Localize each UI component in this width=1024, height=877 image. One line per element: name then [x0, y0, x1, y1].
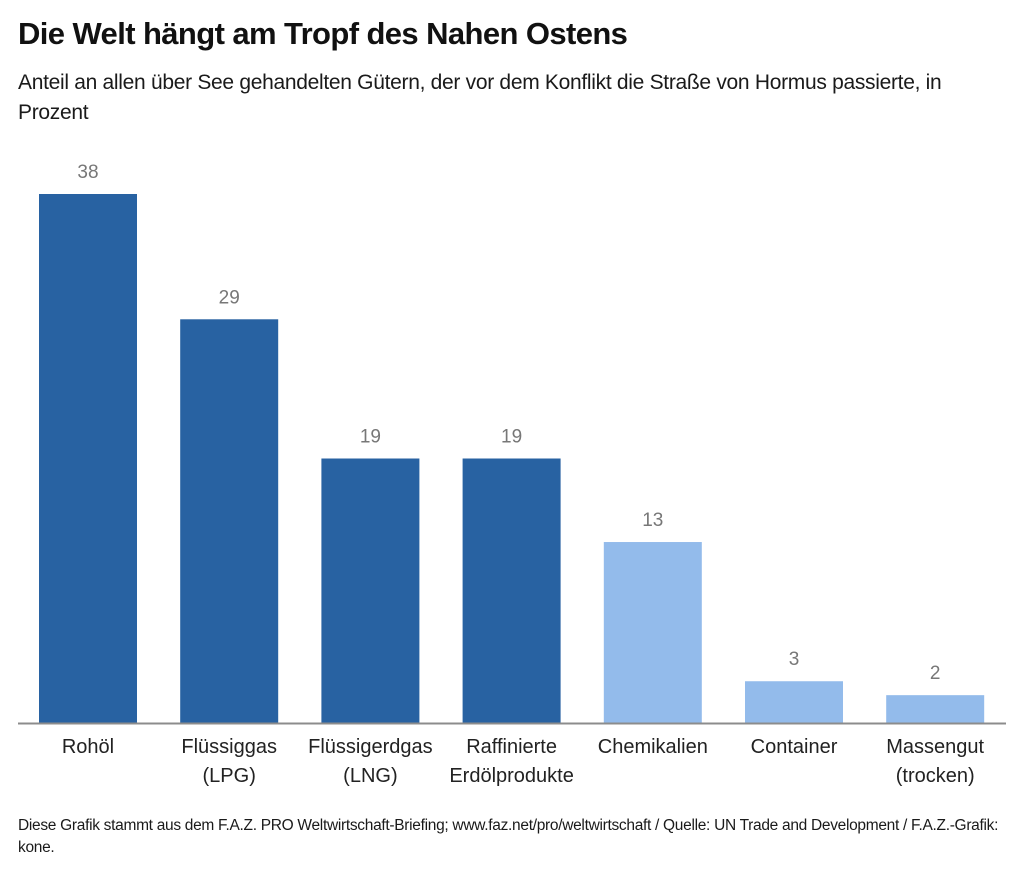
- category-label: Flüssiggas: [181, 736, 277, 758]
- value-label: 38: [77, 162, 98, 183]
- source-note: Diese Grafik stammt aus dem F.A.Z. PRO W…: [18, 817, 999, 856]
- value-label: 2: [930, 663, 941, 684]
- category-label: Container: [751, 736, 838, 758]
- value-label: 3: [789, 649, 800, 670]
- value-label: 13: [642, 510, 663, 531]
- value-label: 29: [219, 287, 240, 308]
- bar-3: [321, 458, 420, 723]
- category-label: (trocken): [896, 765, 975, 787]
- bar-2: [180, 319, 279, 723]
- bar-7: [886, 695, 985, 723]
- value-label: 19: [360, 427, 381, 448]
- category-label: Massengut: [886, 736, 984, 758]
- category-label: (LPG): [203, 765, 256, 787]
- bar-1: [39, 194, 137, 723]
- bar-5: [603, 542, 702, 723]
- category-label: Chemikalien: [598, 736, 708, 758]
- category-label: Erdölprodukte: [449, 765, 574, 787]
- chart-subtitle: Anteil an allen über See gehandelten Güt…: [18, 71, 942, 124]
- category-label: Rohöl: [62, 736, 114, 758]
- bar-4: [462, 458, 561, 723]
- chart-title: Die Welt hängt am Tropf des Nahen Ostens: [18, 16, 628, 51]
- value-label: 19: [501, 427, 522, 448]
- category-label: Flüssigerdgas: [308, 736, 433, 758]
- category-label: Raffinierte: [466, 736, 557, 758]
- bar-6: [745, 681, 843, 723]
- category-label: (LNG): [343, 765, 397, 787]
- bar-chart: 38 Rohöl 29 Flüssiggas (LPG) 19 Flüssigerdgas (…: [18, 162, 1006, 787]
